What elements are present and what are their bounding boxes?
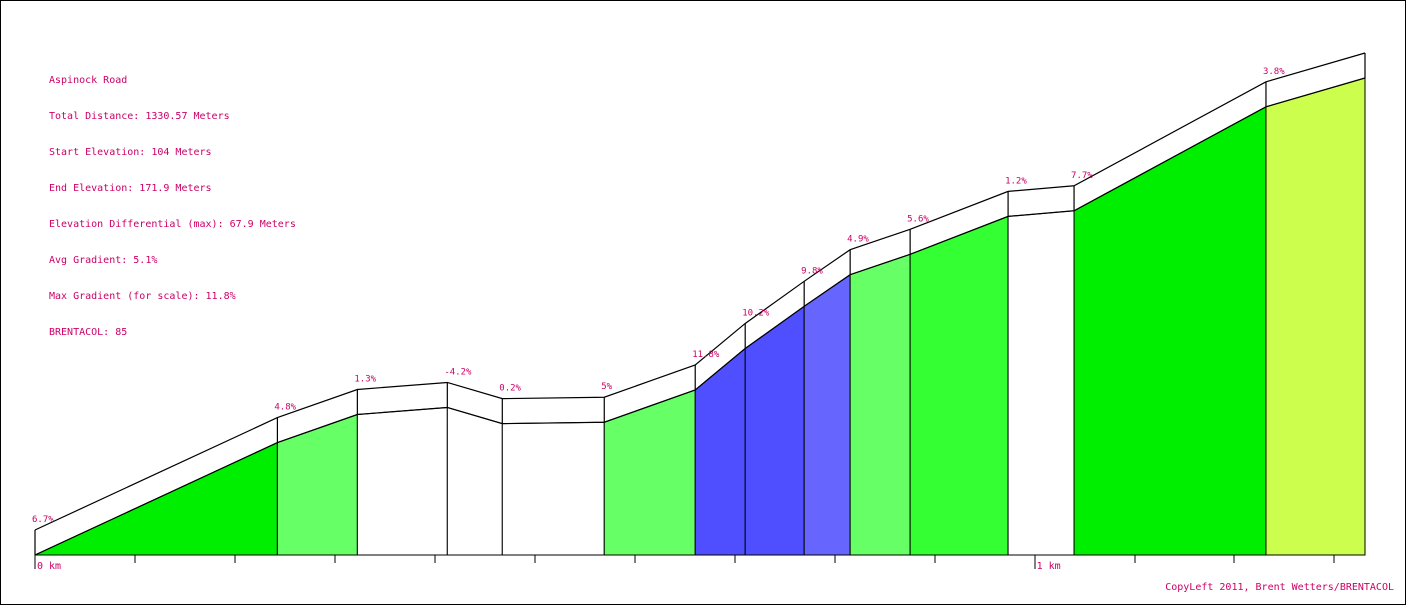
segment-fill-7: [694, 347, 746, 556]
gradient-label: 4.8%: [274, 403, 296, 413]
gradient-label: 5%: [601, 382, 612, 392]
total-distance: Total Distance: 1330.57 Meters: [49, 111, 230, 122]
gradient-label: 7.7%: [1071, 171, 1093, 181]
gradient-label: 6.7%: [32, 515, 54, 525]
max-gradient: Max Gradient (for scale): 11.8%: [49, 291, 236, 302]
gradient-label: 4.9%: [847, 235, 869, 245]
segment-fill-4: [446, 406, 503, 556]
x-tick-label: 1 km: [1037, 561, 1061, 572]
gradient-label: 10.2%: [742, 308, 770, 318]
route-name: Aspinock Road: [49, 75, 128, 86]
segment-fill-12: [1007, 210, 1075, 556]
gradient-label: -4.2%: [444, 367, 472, 377]
segment-fill-6: [603, 389, 696, 556]
gradient-label: 3.8%: [1263, 67, 1285, 77]
segment-fill-2: [276, 413, 358, 556]
start-elevation: Start Elevation: 104 Meters: [49, 147, 212, 158]
avg-gradient: Avg Gradient: 5.1%: [49, 255, 158, 266]
gradient-label: 11.8%: [692, 350, 720, 360]
segment-fill-9: [803, 273, 851, 556]
segment-fill-13: [1073, 105, 1267, 556]
gradient-label: 0.2%: [499, 384, 521, 394]
segment-fill-10: [849, 253, 911, 556]
segment-fill-3: [356, 406, 448, 556]
elevation-differential: Elevation Differential (max): 67.9 Meter…: [49, 219, 296, 230]
segment-fill-14: [1265, 77, 1366, 556]
gradient-label: 5.6%: [907, 214, 929, 224]
brentacol-score: BRENTACOL: 85: [49, 327, 128, 338]
route-info-panel: Aspinock Road Total Distance: 1330.57 Me…: [49, 51, 296, 351]
copyleft-footer: CopyLeft 2011, Brent Wetters/BRENTACOL: [1165, 582, 1394, 593]
segment-fill-8: [744, 305, 805, 556]
x-tick-label: 0 km: [37, 561, 61, 572]
gradient-label: 9.8%: [801, 266, 823, 276]
segment-fill-11: [909, 215, 1009, 556]
segment-fill-5: [501, 421, 605, 556]
end-elevation: End Elevation: 171.9 Meters: [49, 183, 212, 194]
gradient-label: 1.2%: [1005, 176, 1027, 186]
gradient-label: 1.3%: [354, 374, 376, 384]
